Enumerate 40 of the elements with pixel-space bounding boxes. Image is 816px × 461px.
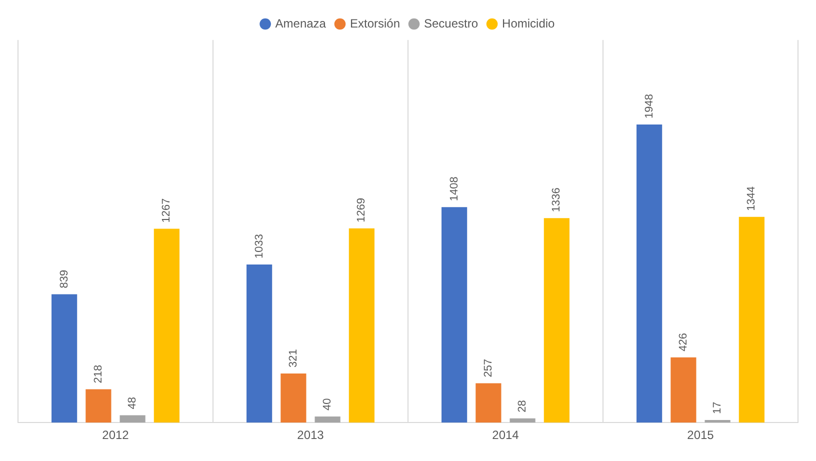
data-label: 218 — [92, 364, 104, 384]
legend-label: Extorsión — [350, 16, 400, 30]
x-tick-label: 2013 — [297, 428, 324, 442]
bar — [670, 357, 696, 423]
bar — [314, 416, 340, 423]
bar — [52, 294, 78, 423]
data-label: 1267 — [160, 198, 173, 223]
data-label: 1344 — [746, 186, 758, 211]
x-tick-label: 2014 — [492, 428, 520, 442]
data-label: 1948 — [643, 94, 656, 118]
bar — [738, 216, 764, 423]
bar — [154, 228, 180, 423]
data-label: 17 — [712, 402, 724, 414]
data-label: 257 — [482, 358, 494, 378]
x-tick-label: 2015 — [687, 428, 714, 442]
data-label: 321 — [287, 349, 300, 368]
legend-label: Secuestro — [424, 16, 478, 30]
bar — [442, 207, 468, 423]
data-label: 28 — [516, 400, 529, 412]
data-label: 426 — [677, 333, 690, 352]
data-label: 1408 — [448, 176, 460, 202]
legend-label: Amenaza — [275, 16, 326, 30]
x-tick-label: 2012 — [102, 428, 130, 442]
data-label: 48 — [126, 397, 139, 410]
bar — [704, 420, 730, 423]
bar — [636, 124, 662, 423]
bar — [246, 264, 272, 423]
bar — [86, 389, 112, 423]
data-label: 839 — [58, 270, 70, 288]
bar — [120, 415, 146, 423]
bar — [476, 383, 502, 423]
data-label: 1336 — [550, 188, 563, 212]
data-label: 1269 — [356, 198, 368, 222]
data-label: 1033 — [253, 234, 266, 259]
legend-label: Homicidio — [502, 16, 556, 30]
bar — [510, 418, 536, 423]
data-label: 40 — [322, 398, 334, 410]
bar — [280, 373, 306, 423]
bar — [544, 218, 570, 423]
bar — [348, 228, 374, 423]
